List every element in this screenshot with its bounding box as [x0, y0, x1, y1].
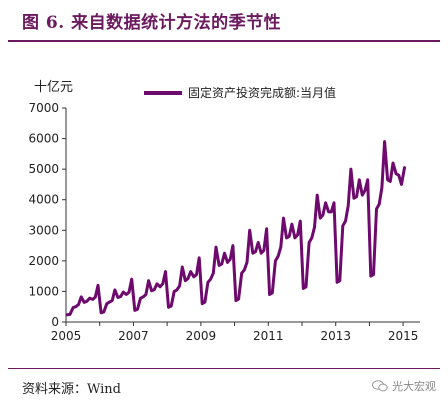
- y-tick-label: 7000: [28, 101, 59, 115]
- title-rule: [8, 40, 440, 42]
- x-tick-label: 2015: [388, 329, 419, 343]
- y-tick-label: 3000: [28, 223, 59, 237]
- y-unit-label: 十亿元: [34, 80, 74, 95]
- source-note: 资料来源：Wind: [22, 382, 121, 397]
- series-line: [65, 140, 406, 317]
- series-group: [65, 140, 406, 317]
- x-ticks: 2005 2007 2009 2011 2013 2015: [51, 322, 419, 343]
- axes: [65, 108, 420, 323]
- x-tick-label: 2013: [320, 329, 351, 343]
- y-tick-label: 0: [51, 315, 59, 329]
- x-tick-label: 2009: [186, 329, 217, 343]
- legend-label: 固定资产投资完成额:当月值: [188, 86, 337, 100]
- source-rule: [8, 368, 440, 369]
- figure-title: 图 6. 来自数据统计方法的季节性: [22, 13, 282, 33]
- x-tick-label: 2011: [253, 329, 284, 343]
- y-tick-label: 6000: [28, 132, 59, 146]
- y-ticks: 0 1000 2000 3000 4000 5000 6000 7000: [28, 101, 66, 329]
- y-tick-label: 2000: [28, 254, 59, 268]
- watermark: 光大宏观: [372, 378, 436, 394]
- wechat-icon: [372, 380, 388, 392]
- legend-swatch: [144, 90, 182, 95]
- legend: 固定资产投资完成额:当月值: [144, 84, 336, 101]
- watermark-text: 光大宏观: [392, 380, 436, 393]
- y-tick-label: 5000: [28, 162, 59, 176]
- y-tick-label: 4000: [28, 193, 59, 207]
- x-tick-label: 2005: [51, 329, 82, 343]
- x-tick-label: 2007: [118, 329, 149, 343]
- y-tick-label: 1000: [28, 284, 59, 298]
